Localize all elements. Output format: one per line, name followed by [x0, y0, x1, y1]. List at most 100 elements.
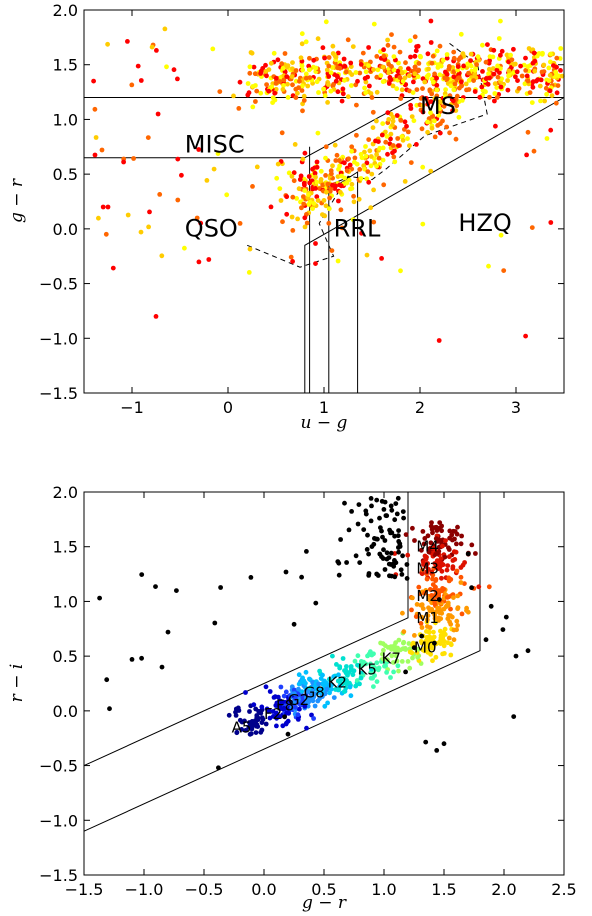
data-point: [369, 503, 374, 509]
data-point: [396, 637, 402, 643]
data-point: [286, 170, 292, 176]
data-point: [529, 100, 535, 105]
data-point: [293, 704, 298, 710]
data-point: [340, 91, 346, 97]
data-point: [364, 160, 370, 166]
data-point: [291, 700, 297, 705]
data-point: [388, 675, 393, 680]
y-axis-label-gri: r − i: [7, 664, 27, 703]
data-point: [399, 572, 405, 577]
data-point: [396, 549, 401, 555]
data-point: [299, 574, 304, 580]
data-point: [412, 64, 418, 70]
data-point: [374, 679, 380, 684]
data-point: [366, 573, 372, 578]
data-point: [506, 73, 511, 79]
data-point: [334, 73, 340, 79]
data-point: [388, 77, 394, 83]
data-point: [427, 608, 433, 614]
x-tick-label: 0.5: [311, 880, 336, 899]
data-point: [347, 684, 353, 690]
data-point: [293, 95, 299, 100]
data-point: [407, 665, 413, 671]
data-point: [396, 545, 401, 550]
data-point: [555, 83, 561, 88]
data-point: [371, 219, 377, 225]
data-point: [356, 196, 362, 202]
data-point: [455, 524, 460, 530]
data-point: [448, 613, 453, 619]
data-point: [375, 536, 380, 542]
data-point: [336, 198, 341, 204]
spectral-type-label: G2: [288, 691, 309, 709]
data-point: [351, 199, 357, 205]
data-point: [524, 152, 529, 158]
data-point: [139, 572, 145, 577]
data-point: [468, 63, 474, 69]
data-point: [266, 708, 272, 713]
data-point: [438, 628, 443, 634]
data-point: [233, 709, 238, 715]
data-point: [380, 157, 386, 163]
data-point: [486, 71, 491, 76]
data-point: [313, 186, 318, 191]
data-point: [139, 655, 145, 661]
data-point: [318, 168, 324, 174]
data-point: [442, 651, 447, 656]
y-tick-label: −0.5: [39, 275, 78, 294]
data-point: [454, 618, 460, 624]
data-point: [345, 37, 351, 43]
data-point: [366, 551, 371, 557]
data-point: [295, 90, 300, 96]
data-point: [97, 595, 102, 601]
data-point: [357, 70, 363, 76]
data-point: [298, 173, 304, 179]
data-point: [368, 661, 373, 667]
data-point: [358, 675, 364, 681]
data-point: [359, 155, 365, 161]
data-point: [404, 562, 410, 567]
data-point: [327, 195, 332, 201]
data-point: [523, 333, 528, 339]
data-point: [408, 106, 414, 111]
data-point: [456, 114, 462, 120]
data-point: [406, 73, 412, 79]
x-tick-label: 0.0: [251, 880, 276, 899]
data-point: [385, 37, 390, 43]
data-point: [299, 41, 305, 47]
data-point: [447, 93, 453, 99]
data-point: [353, 70, 359, 75]
data-point: [312, 170, 318, 176]
data-point: [327, 188, 333, 194]
data-point: [129, 657, 135, 662]
data-point: [416, 646, 421, 652]
data-point: [264, 82, 269, 87]
data-point: [96, 215, 101, 221]
data-point: [290, 259, 295, 264]
data-point: [314, 194, 320, 200]
data-point: [254, 164, 260, 170]
data-point: [347, 162, 353, 168]
data-point: [540, 50, 545, 56]
data-point: [253, 706, 259, 712]
data-point: [509, 57, 515, 63]
data-point: [459, 82, 464, 88]
data-point: [394, 511, 400, 517]
data-point: [295, 717, 301, 722]
data-point: [258, 710, 264, 716]
data-point: [437, 43, 443, 49]
data-point: [286, 697, 291, 703]
data-point: [390, 143, 396, 148]
data-point: [420, 109, 426, 115]
data-point: [410, 90, 416, 95]
data-point: [313, 241, 318, 246]
data-point: [274, 715, 279, 721]
data-point: [329, 682, 335, 688]
data-point: [389, 32, 394, 37]
data-point: [297, 706, 302, 712]
data-point: [386, 61, 392, 67]
data-point: [450, 566, 456, 571]
x-tick-label: 2: [415, 398, 425, 417]
data-point: [422, 536, 428, 541]
data-point: [344, 180, 350, 186]
